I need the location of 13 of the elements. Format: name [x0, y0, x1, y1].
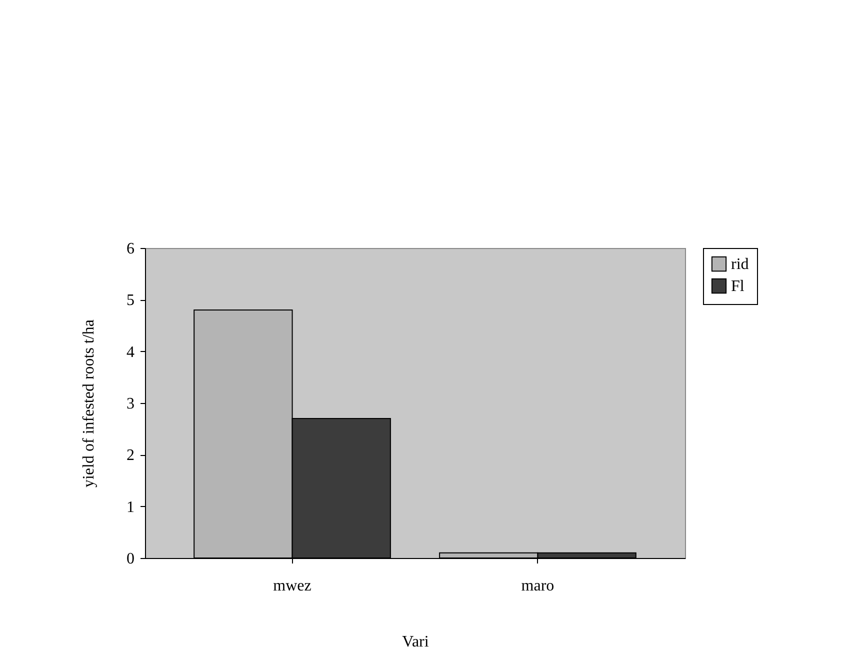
- legend-label: Fl: [731, 278, 745, 295]
- y-tick-label: 3: [126, 396, 134, 412]
- legend-label: rid: [731, 256, 749, 273]
- y-tick-label: 0: [126, 550, 134, 568]
- x-axis-title: Vari: [402, 634, 430, 650]
- y-tick-label: 2: [126, 447, 134, 464]
- x-tick-label: maro: [521, 578, 554, 594]
- y-tick-label: 1: [126, 498, 134, 516]
- y-tick-label: 6: [126, 240, 134, 258]
- y-tick-label: 4: [126, 344, 134, 361]
- x-tick-label: mwez: [273, 578, 312, 594]
- y-tick-label: 5: [126, 292, 134, 310]
- y-axis-title: yield of infested roots t/ha: [80, 320, 98, 488]
